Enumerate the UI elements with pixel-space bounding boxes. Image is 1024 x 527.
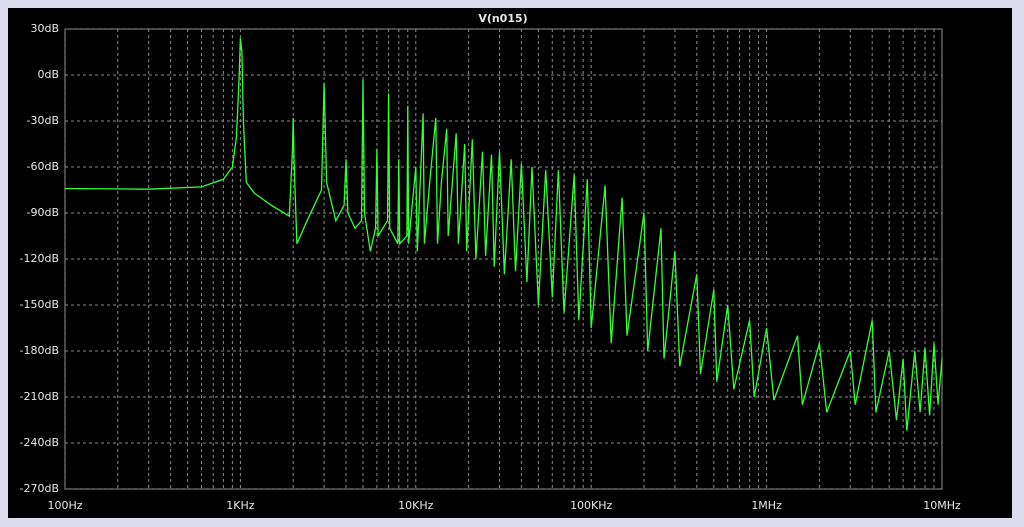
x-tick-label: 100Hz — [47, 499, 82, 512]
y-tick-label: -270dB — [20, 482, 60, 495]
y-tick-label: -210dB — [20, 390, 60, 403]
y-tick-label: 0dB — [37, 68, 59, 81]
trace-label[interactable]: V(n015) — [478, 12, 527, 25]
y-tick-label: -240dB — [20, 436, 60, 449]
x-tick-label: 1KHz — [226, 499, 254, 512]
y-tick-label: -90dB — [27, 206, 60, 219]
y-tick-label: -60dB — [27, 160, 60, 173]
trace — [64, 38, 943, 431]
y-tick-label: -180dB — [20, 344, 60, 357]
y-tick-label: -120dB — [20, 252, 60, 265]
y-tick-label: -150dB — [20, 298, 60, 311]
x-tick-label: 100KHz — [570, 499, 612, 512]
y-tick-label: -30dB — [27, 114, 60, 127]
x-tick-label: 10MHz — [923, 499, 961, 512]
plot-pane — [8, 8, 1012, 518]
x-tick-label: 1MHz — [751, 499, 782, 512]
y-tick-label: 30dB — [30, 22, 59, 35]
x-tick-label: 10KHz — [398, 499, 433, 512]
